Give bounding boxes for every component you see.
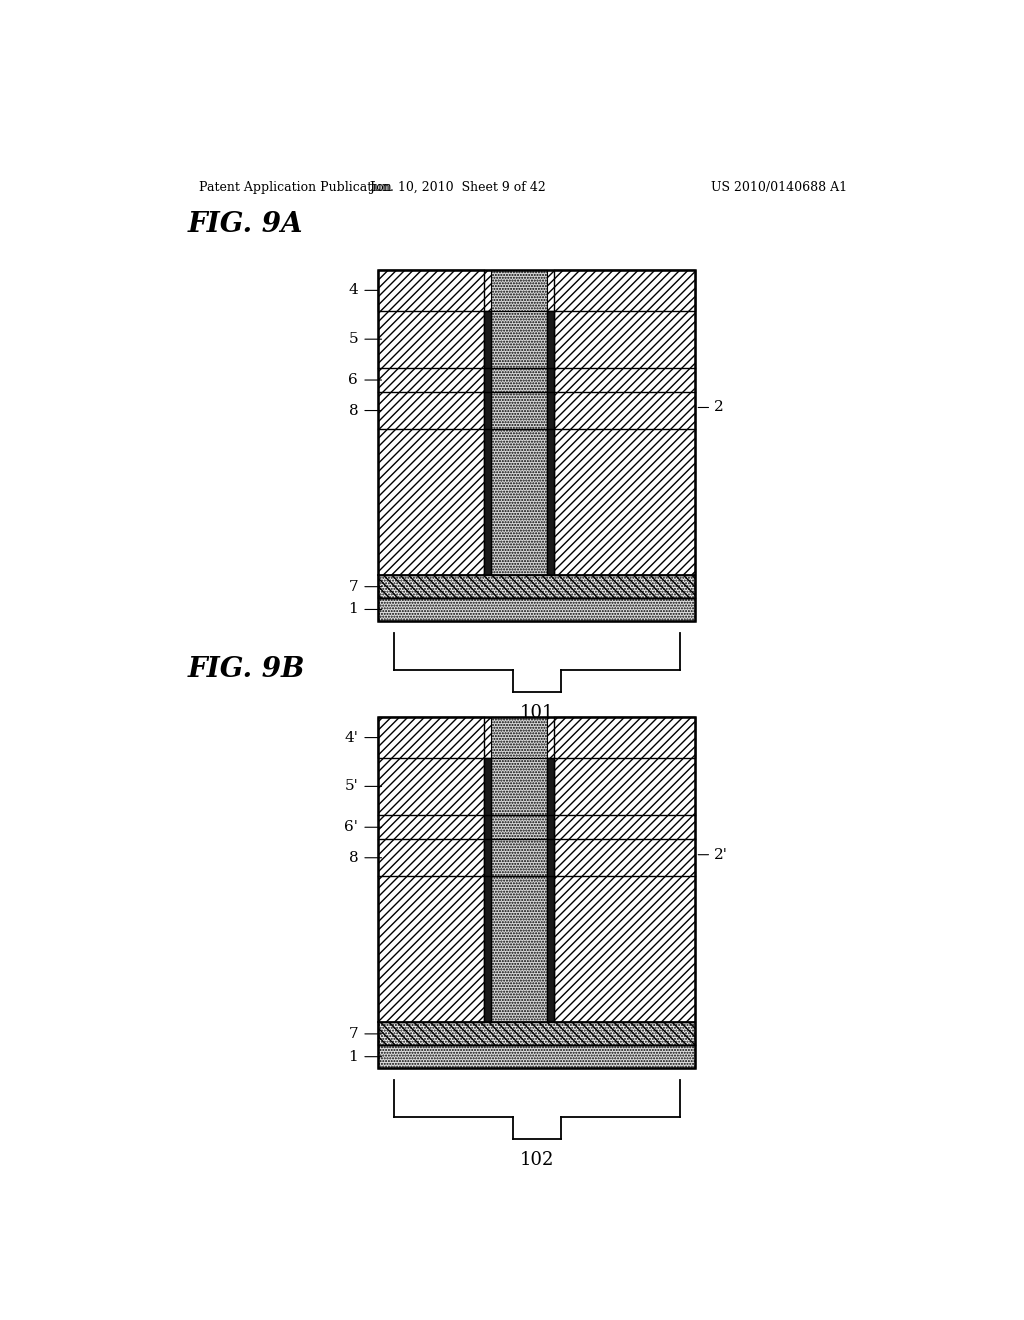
Text: 101: 101 [519, 704, 554, 722]
Bar [484, 758, 492, 1023]
Bar [378, 271, 484, 576]
Text: 8: 8 [348, 851, 358, 865]
Text: US 2010/0140688 A1: US 2010/0140688 A1 [711, 181, 847, 194]
Text: 7: 7 [348, 1027, 358, 1041]
Bar [492, 310, 547, 576]
Bar [378, 598, 695, 620]
Bar [547, 310, 554, 576]
Bar [492, 718, 547, 758]
Text: 102: 102 [519, 1151, 554, 1170]
Text: 7: 7 [348, 579, 358, 594]
Text: Jun. 10, 2010  Sheet 9 of 42: Jun. 10, 2010 Sheet 9 of 42 [369, 181, 546, 194]
Text: FIG. 9B: FIG. 9B [187, 656, 305, 684]
Bar [547, 758, 554, 1023]
Bar [378, 718, 695, 758]
Text: Patent Application Publication: Patent Application Publication [200, 181, 392, 194]
Bar [492, 271, 547, 310]
Bar [378, 718, 695, 1068]
Bar [378, 718, 484, 1023]
Text: 5': 5' [344, 779, 358, 793]
Text: 4: 4 [348, 284, 358, 297]
Bar [378, 1023, 695, 1045]
Text: 6': 6' [344, 820, 358, 834]
Text: 2': 2' [714, 847, 727, 862]
Bar [378, 271, 695, 310]
Text: 8: 8 [348, 404, 358, 417]
Text: FIG. 9A: FIG. 9A [187, 211, 303, 238]
Bar [554, 271, 695, 576]
Bar [378, 1045, 695, 1068]
Text: 6: 6 [348, 374, 358, 387]
Bar [378, 576, 695, 598]
Bar [484, 310, 492, 576]
Bar [492, 758, 547, 1023]
Bar [378, 576, 695, 598]
Text: 4': 4' [344, 730, 358, 744]
Text: 1: 1 [348, 1049, 358, 1064]
Text: 5: 5 [348, 333, 358, 346]
Bar [378, 271, 695, 620]
Text: 2: 2 [714, 400, 723, 414]
Bar [554, 718, 695, 1023]
Text: 1: 1 [348, 602, 358, 616]
Bar [378, 1023, 695, 1045]
